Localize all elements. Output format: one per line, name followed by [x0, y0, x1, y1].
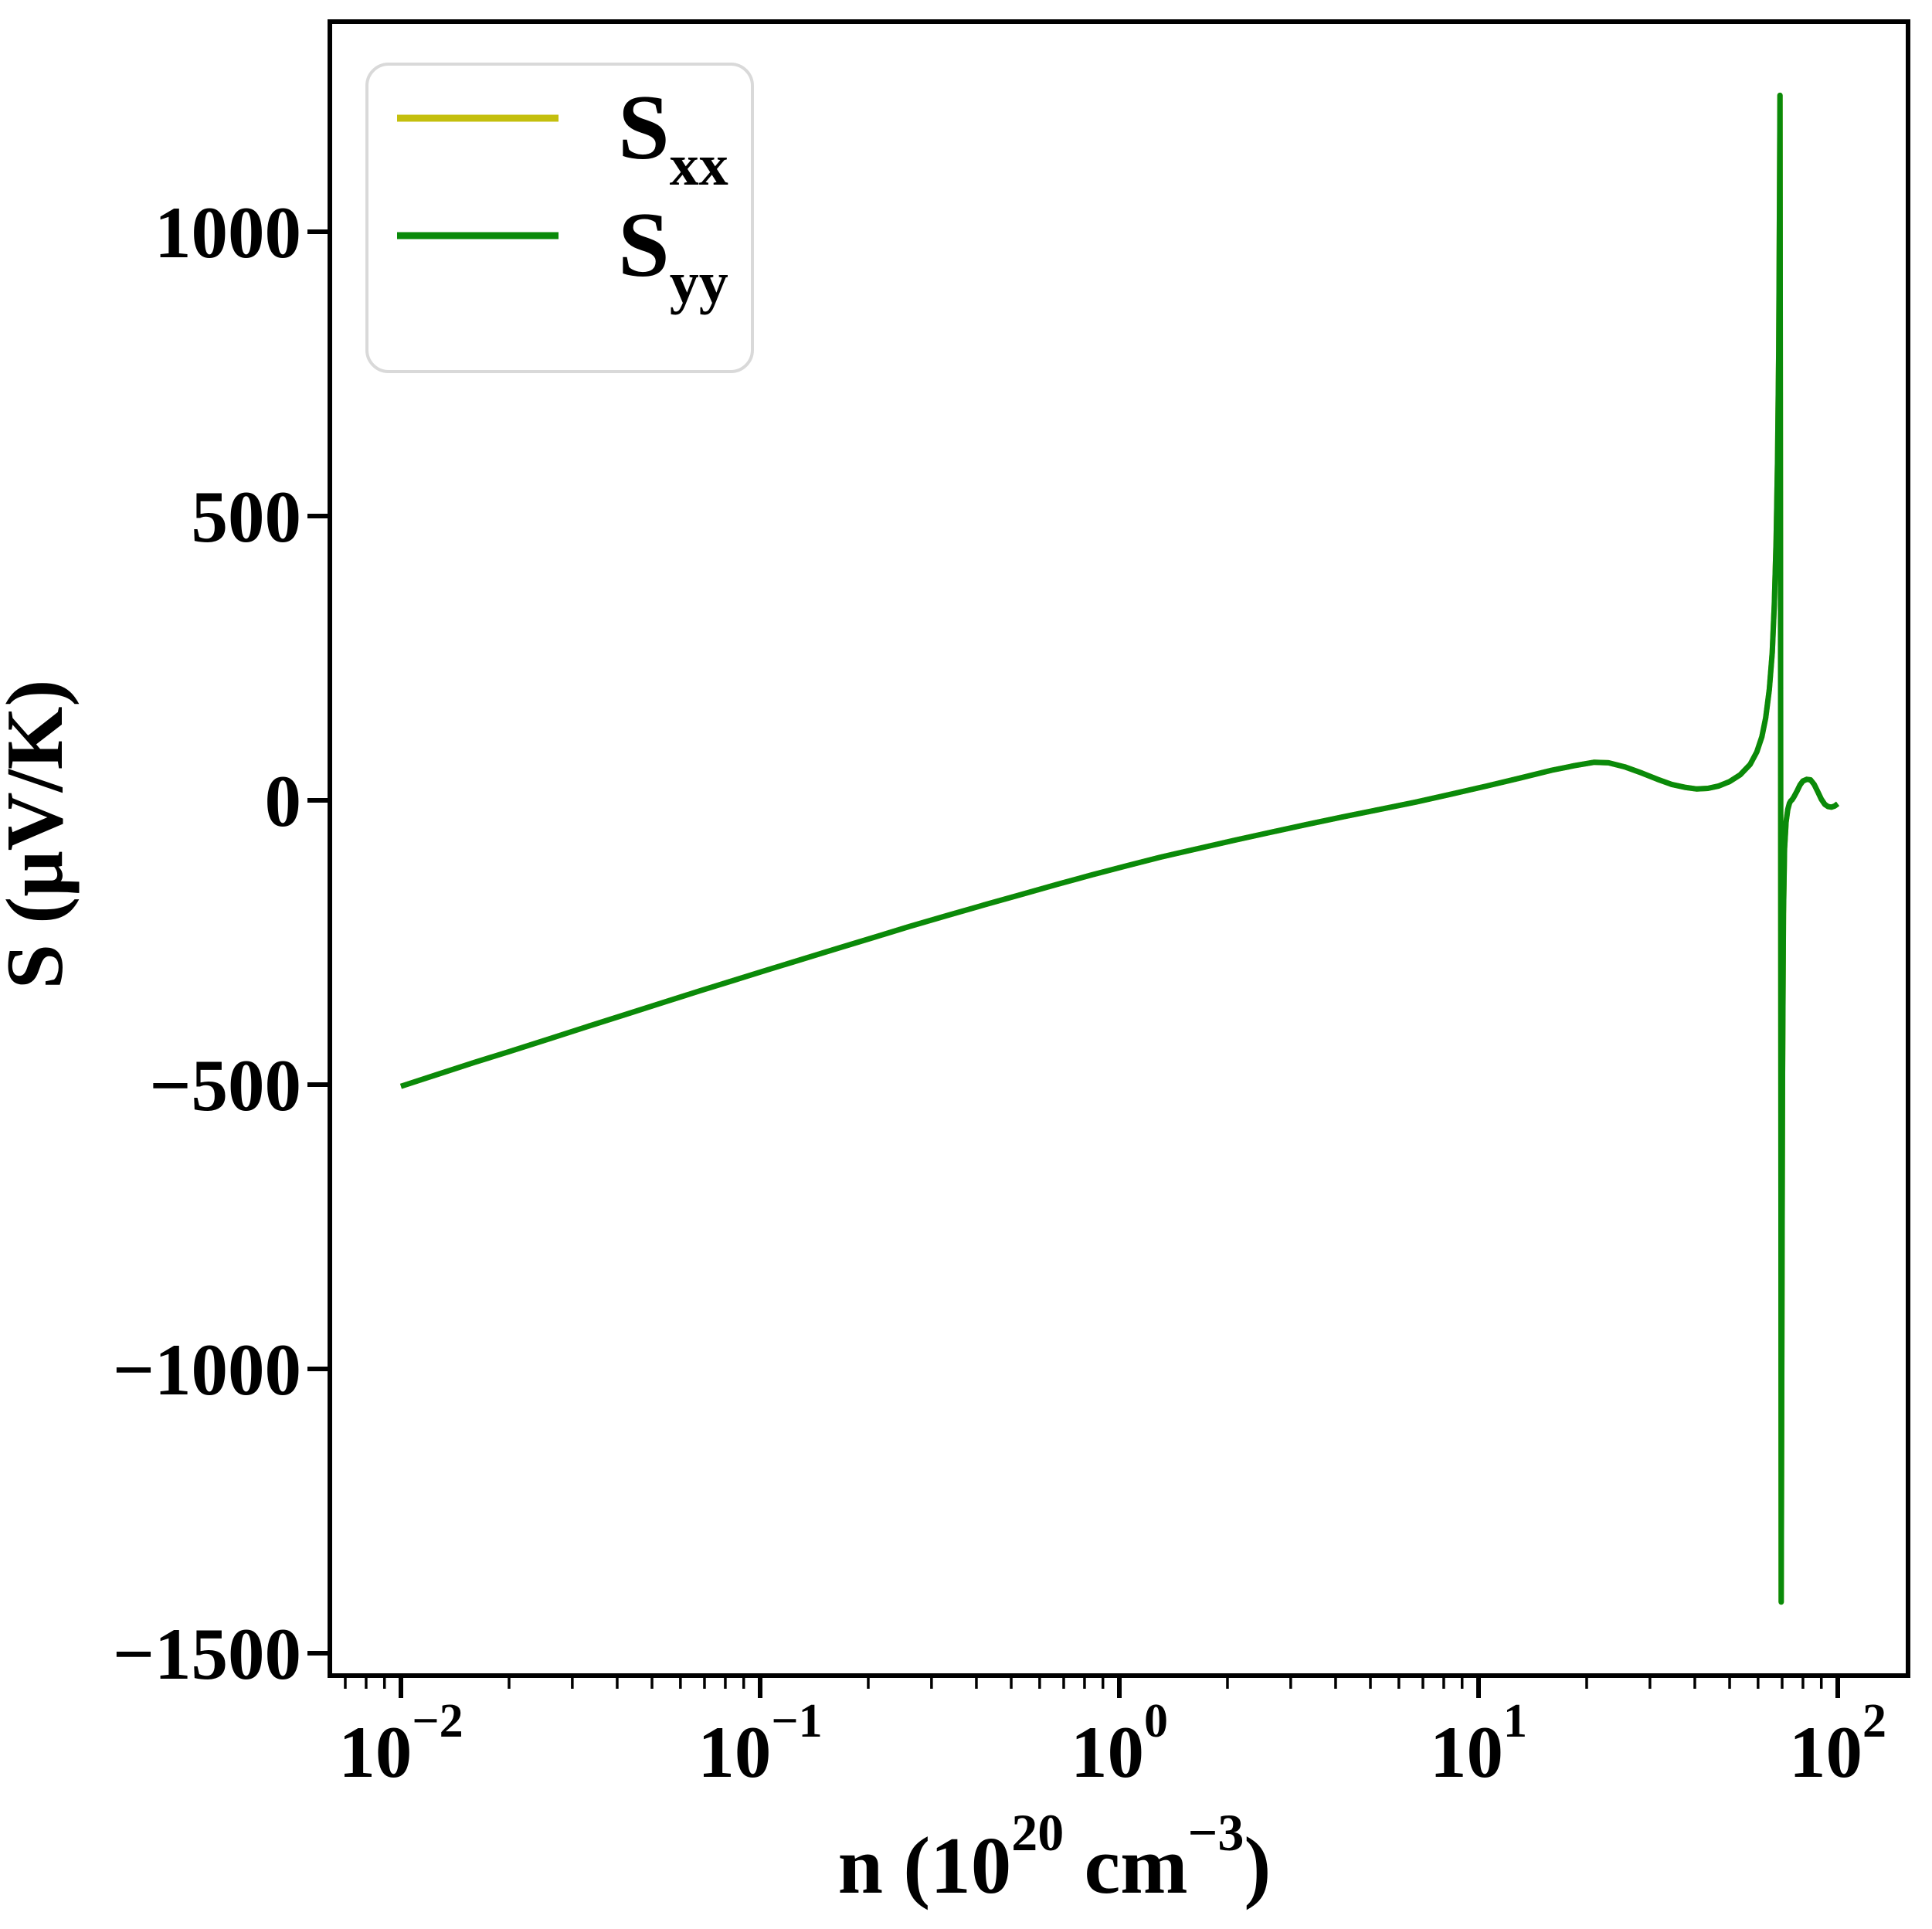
- legend-box: [365, 63, 754, 373]
- x-tick-label: 10−1: [698, 1695, 822, 1793]
- x-axis-label: n (1020 cm−3): [838, 1803, 1272, 1910]
- y-axis-label: S (μV/K): [0, 680, 80, 990]
- legend-label-syy: Syy: [618, 193, 728, 315]
- y-tick-label: −500: [149, 1044, 301, 1126]
- y-tick-label: 1000: [154, 192, 301, 273]
- y-tick-label: 500: [192, 476, 302, 558]
- legend-label-sxx: Sxx: [618, 76, 728, 198]
- x-tick-label: 100: [1071, 1695, 1168, 1793]
- x-tick-label: 102: [1789, 1695, 1886, 1793]
- legend: Sxx Syy: [365, 63, 754, 373]
- major-ticks: 10−2 10−1 100 101 102 1000 500 0 −500 −1000 −1500: [113, 192, 1886, 1793]
- axes-frame: [328, 19, 1910, 1678]
- curve-s_yy: [399, 92, 1840, 1605]
- curves: [399, 92, 1840, 1605]
- y-tick-label: −1500: [113, 1613, 301, 1695]
- x-tick-label: 101: [1430, 1695, 1527, 1793]
- y-tick-label: −1000: [113, 1329, 301, 1411]
- y-tick-label: 0: [265, 760, 302, 842]
- x-tick-label: 10−2: [338, 1695, 463, 1793]
